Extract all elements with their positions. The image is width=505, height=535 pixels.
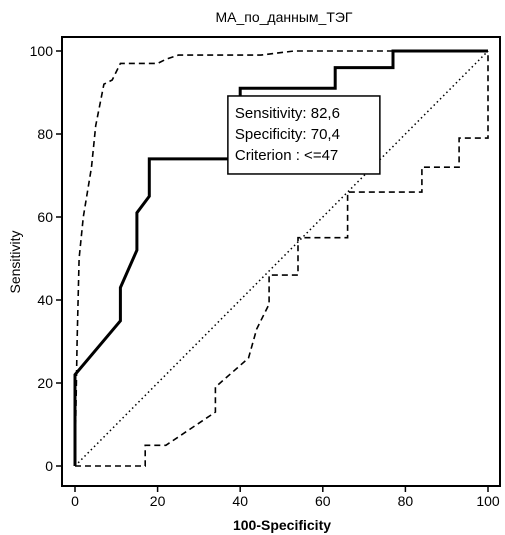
upper-confidence-bound-line — [74, 50, 488, 467]
roc-curve-line — [73, 49, 488, 466]
chart-title: МА_по_данным_ТЭГ — [215, 9, 352, 25]
callout-box: Sensitivity: 82,6 Specificity: 70,4 Criter… — [227, 95, 381, 175]
reference-diagonal-line — [74, 50, 489, 467]
series-group — [73, 49, 489, 467]
x-tick-label: 0 — [71, 493, 79, 509]
x-tick-label: 20 — [150, 493, 166, 509]
axis-ticks: 0 20 40 60 80 100 0 20 40 60 80 100 — [30, 43, 500, 509]
callout-line: Sensitivity: 82,6 — [235, 105, 340, 122]
x-tick-label: 100 — [476, 493, 500, 509]
y-tick-label: 40 — [37, 292, 53, 308]
callout-line: Specificity: 70,4 — [235, 126, 340, 143]
x-tick-label: 40 — [232, 493, 248, 509]
y-tick-label: 0 — [45, 458, 53, 474]
y-tick-label: 60 — [37, 209, 53, 225]
lower-confidence-bound-line — [75, 51, 489, 467]
callout-line: Criterion : <=47 — [235, 147, 338, 164]
y-axis-title: Sensitivity — [7, 230, 23, 293]
callout-frame — [227, 95, 381, 175]
x-tick-label: 60 — [315, 493, 331, 509]
y-tick-label: 100 — [30, 43, 54, 59]
x-tick-label: 80 — [398, 493, 414, 509]
y-tick-label: 80 — [37, 126, 53, 142]
x-axis-title: 100-Specificity — [233, 517, 331, 533]
y-tick-label: 20 — [37, 375, 53, 391]
plot-frame — [61, 36, 501, 487]
